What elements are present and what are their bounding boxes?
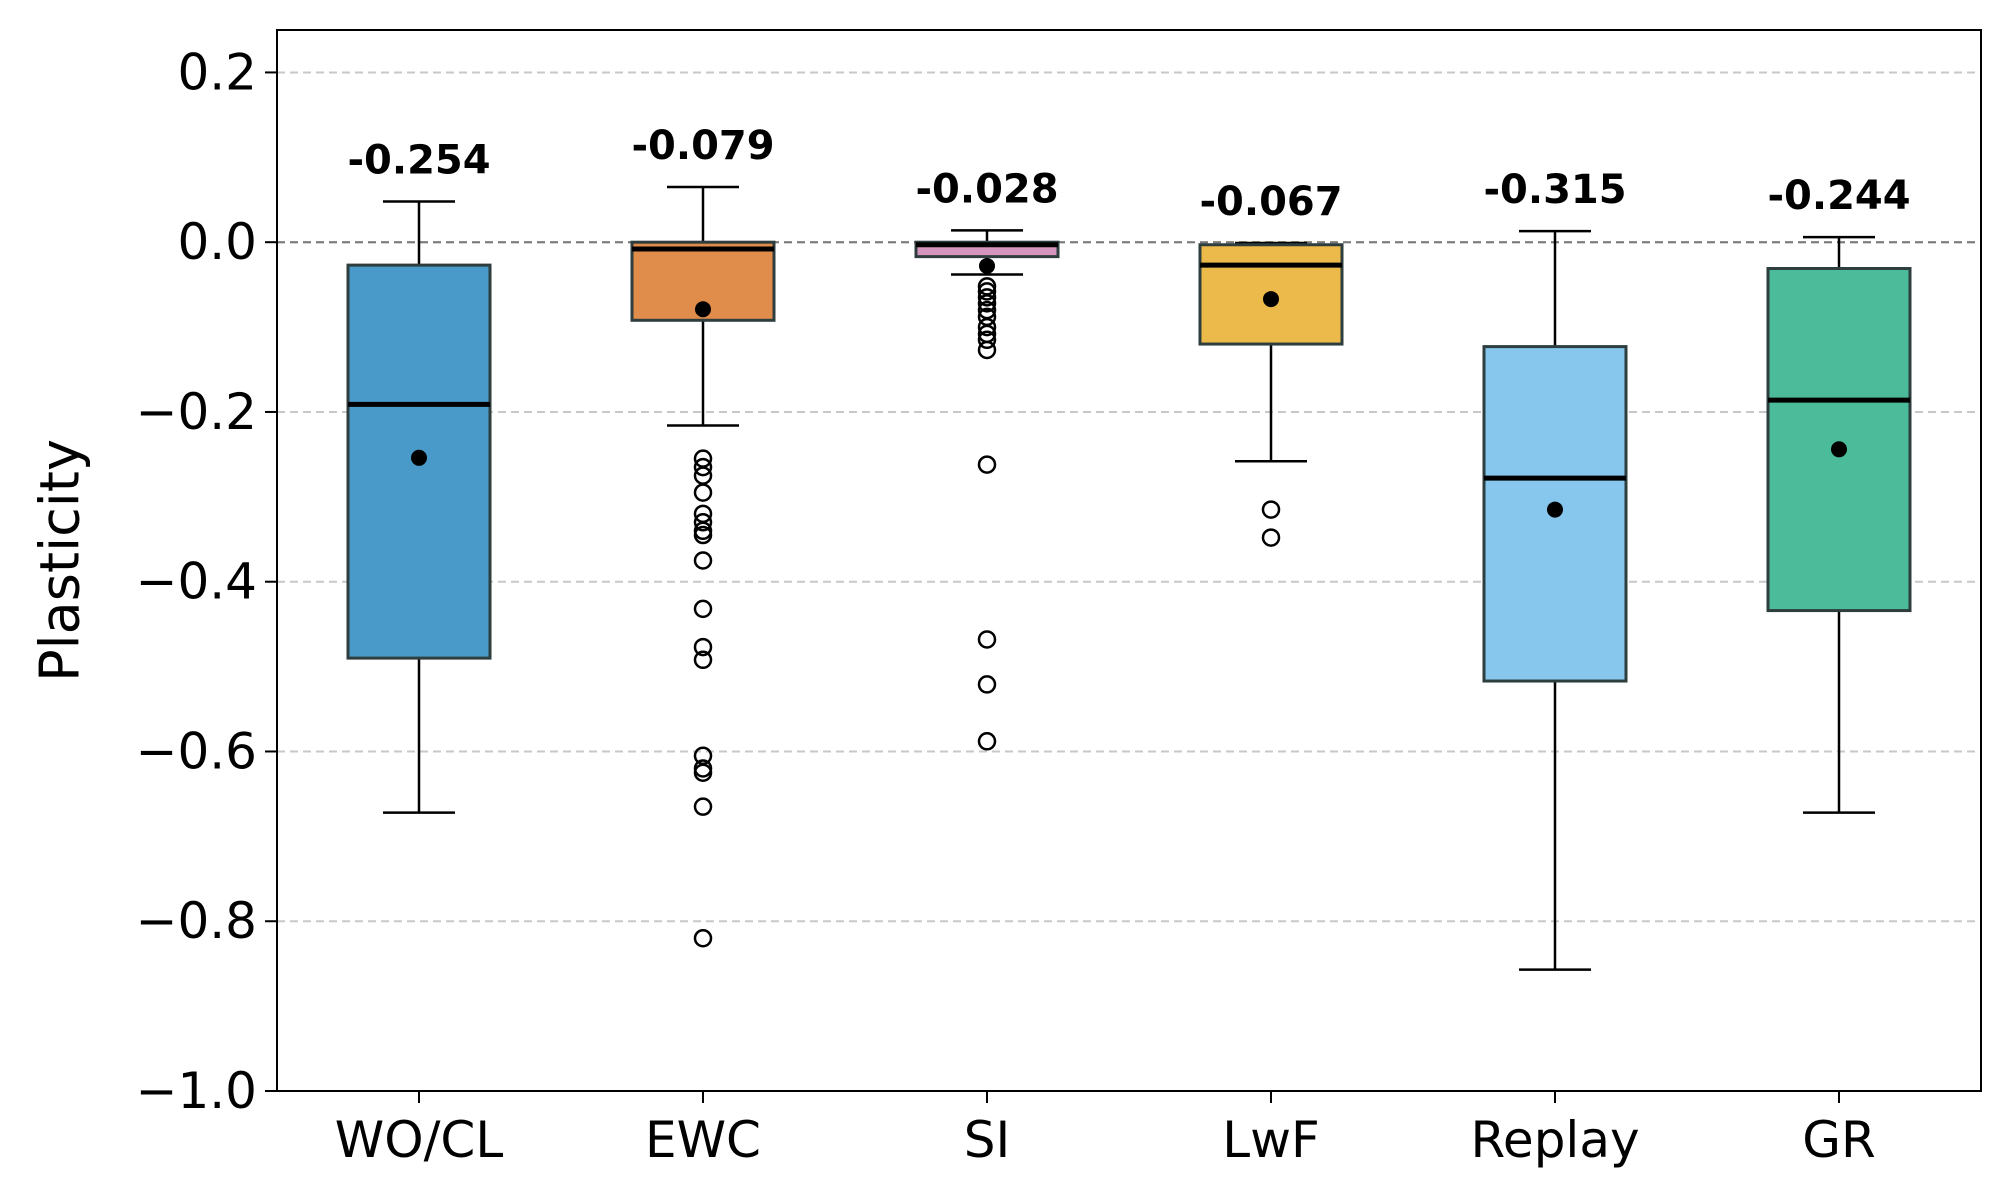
outlier-point [693, 797, 713, 816]
x-tick-label: WO/CL [335, 1111, 504, 1169]
outlier-point [977, 675, 997, 694]
box-gr [1766, 235, 1912, 814]
outlier-point [977, 282, 997, 301]
mean-labels: -0.254 -0.079 -0.028 -0.067 -0.315 -0.244 [347, 123, 1910, 225]
mean-point [411, 449, 427, 466]
outlier-point [977, 732, 997, 751]
outlier-point [977, 294, 997, 313]
outlier-point [693, 457, 713, 477]
box-wo-cl [346, 200, 492, 814]
x-tick-label: GR [1802, 1111, 1876, 1169]
plot-area-frame [276, 29, 1982, 1092]
mean-point [1547, 501, 1563, 518]
outlier-point [693, 525, 713, 545]
outlier-point [693, 650, 713, 670]
y-tick-label: −0.4 [136, 553, 257, 611]
outlier-point [693, 637, 713, 657]
outlier-point [693, 513, 713, 532]
box-si [914, 229, 1060, 751]
mean-value-label: -0.244 [1767, 173, 1910, 219]
mean-point [979, 257, 995, 274]
outlier-point [977, 340, 997, 360]
outlier-point [977, 330, 997, 350]
outlier-point [977, 455, 997, 474]
box-lwf [1198, 241, 1344, 547]
outlier-point [977, 317, 997, 337]
x-tick-label: Replay [1470, 1111, 1639, 1169]
outlier-point [693, 483, 713, 502]
grid-lines [277, 71, 1981, 923]
outlier-point [977, 630, 997, 649]
mean-value-label: -0.028 [915, 166, 1058, 212]
mean-value-label: -0.067 [1199, 179, 1342, 225]
y-tick-label: −0.2 [136, 383, 257, 441]
y-tick-label: −1.0 [136, 1062, 257, 1120]
outlier-point [693, 599, 713, 619]
axes: 0.2 0.0 −0.2 −0.4 −0.6 −0.8 −1.0 WO/CL EWC SI LwF R… [136, 43, 1876, 1169]
y-tick-label: −0.8 [136, 892, 257, 950]
y-tick-label: 0.2 [177, 43, 257, 101]
outlier-point [1261, 528, 1281, 547]
outlier-point [1261, 500, 1281, 519]
outlier-point [693, 928, 713, 948]
mean-point [1831, 441, 1847, 458]
x-tick-label: EWC [645, 1111, 761, 1169]
mean-point [1263, 291, 1279, 308]
box-iqr [1482, 345, 1628, 683]
mean-value-label: -0.079 [631, 123, 774, 169]
outlier-point [693, 763, 713, 782]
x-tick-label: LwF [1222, 1111, 1320, 1169]
x-tick-label: SI [964, 1111, 1010, 1169]
box-iqr [1766, 267, 1912, 613]
mean-value-label: -0.315 [1483, 167, 1626, 213]
box-series [346, 185, 1912, 971]
y-axis-title: Plasticity [29, 439, 92, 682]
outlier-point [693, 551, 713, 570]
y-tick-label: 0.0 [177, 213, 257, 271]
mean-value-label: -0.254 [347, 137, 490, 183]
mean-point [695, 301, 711, 318]
box-replay [1482, 229, 1628, 971]
box-ewc [630, 185, 776, 948]
outlier-point [977, 288, 997, 307]
y-tick-label: −0.6 [136, 722, 257, 780]
